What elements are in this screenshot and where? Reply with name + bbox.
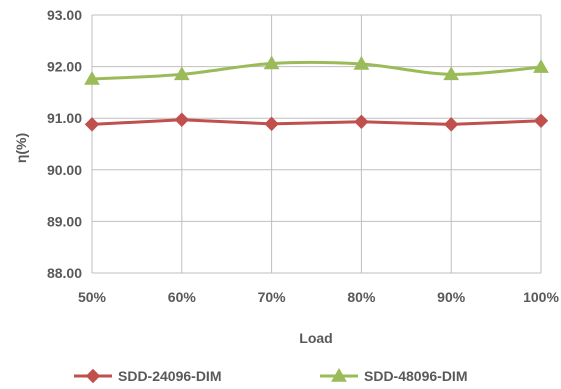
y-tick-label: 89.00 (47, 213, 82, 229)
x-tick-label: 100% (523, 289, 559, 305)
data-point (533, 113, 549, 128)
series-line (91, 60, 542, 81)
y-tick-label: 88.00 (47, 265, 82, 281)
x-tick-label: 70% (258, 289, 287, 305)
data-point (354, 114, 369, 130)
x-tick-label: 90% (437, 289, 466, 305)
data-point (353, 56, 370, 70)
y-tick-label: 92.00 (47, 59, 82, 75)
y-tick-label: 90.00 (47, 162, 82, 178)
legend-item: SDD-24096-DIM (74, 368, 221, 384)
data-point (84, 117, 100, 132)
data-point (264, 116, 279, 132)
x-tick-label: 80% (347, 289, 376, 305)
y-axis-label: η(%) (13, 133, 29, 163)
legend-marker (85, 368, 101, 384)
legend-label: SDD-24096-DIM (118, 368, 221, 384)
data-point (443, 66, 460, 81)
data-point (84, 70, 100, 85)
legend-item: SDD-48096-DIM (320, 367, 467, 384)
legend: SDD-24096-DIM SDD-48096-DIM (74, 367, 467, 384)
series-1 (84, 112, 549, 132)
y-tick-labels: 88.00 89.00 90.00 91.00 92.00 93.00 (47, 7, 82, 281)
data-point (443, 117, 459, 132)
y-tick-label: 91.00 (47, 110, 82, 126)
x-axis-label: Load (299, 330, 332, 346)
grid-lines (91, 14, 542, 274)
data-point (263, 55, 280, 70)
series-line (91, 118, 542, 126)
legend-label: SDD-48096-DIM (364, 368, 467, 384)
legend-marker (331, 367, 347, 382)
series-layer (84, 55, 549, 132)
x-tick-label: 60% (168, 289, 197, 305)
series-2 (84, 55, 549, 85)
data-point (174, 112, 190, 127)
y-tick-label: 93.00 (47, 7, 82, 23)
x-tick-labels: 50% 60% 70% 80% 90% 100% (78, 289, 559, 305)
data-point (173, 66, 190, 81)
data-point (533, 59, 549, 73)
x-tick-label: 50% (78, 289, 107, 305)
